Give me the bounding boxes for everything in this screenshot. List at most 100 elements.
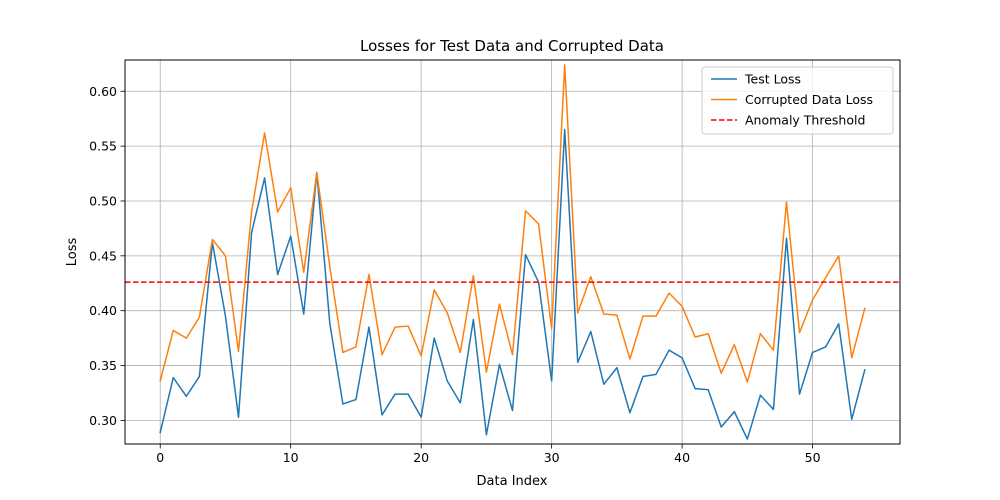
data-point [811,299,814,301]
data-point [485,371,488,373]
data-point [811,351,814,353]
data-point [264,177,266,179]
data-point [211,238,214,240]
data-point [420,416,422,418]
data-point [159,431,161,434]
grid-lines [125,60,900,444]
data-point [355,346,357,348]
x-tick-label: 0 [156,450,164,465]
data-point [694,387,696,390]
y-tick-label: 0.35 [89,358,117,373]
data-point [172,377,174,379]
data-point [772,408,775,411]
series-lines [125,64,900,440]
data-point [198,375,200,378]
data-point [603,383,605,385]
y-tick-label: 0.30 [89,413,117,428]
data-point [720,426,722,428]
data-point [564,129,566,131]
data-point [368,273,370,276]
data-point [851,418,853,420]
data-point [277,273,279,276]
data-point [303,271,305,273]
data-point [629,358,631,360]
data-point [838,323,840,325]
data-point [577,361,579,363]
y-axis-ticks: 0.30 0.35 0.40 0.45 0.50 0.55 0.60 [89,84,125,428]
data-point [159,380,161,382]
data-point [746,381,748,383]
data-point [329,266,331,268]
y-tick-label: 0.40 [89,303,117,318]
data-point [433,337,435,339]
data-point [250,211,253,213]
data-point [616,367,618,369]
data-point [264,132,266,134]
data-point [720,372,722,374]
legend-label: Test Loss [744,72,801,87]
data-point [185,395,187,397]
data-point [551,380,553,382]
data-point [655,373,657,375]
data-point [642,375,644,378]
y-tick-label: 0.50 [89,193,117,208]
data-point [381,414,383,416]
data-point [420,355,422,357]
data-point [864,307,866,310]
data-point [472,274,474,277]
legend-label: Anomaly Threshold [745,113,865,128]
data-point [564,64,566,66]
data-point [798,332,801,334]
data-point [838,255,840,257]
y-tick-label: 0.60 [89,84,117,99]
data-point [668,349,670,351]
data-point [224,255,227,257]
data-point [407,393,409,395]
data-point [603,313,605,315]
x-tick-label: 20 [413,450,429,465]
data-point [864,369,866,371]
data-point [577,312,579,314]
data-point [746,438,748,440]
legend-frame [701,66,894,135]
data-point [668,292,670,294]
data-point [707,389,709,391]
data-point [733,344,735,346]
data-point [198,316,200,318]
x-tick-label: 40 [674,450,690,465]
data-point [185,337,187,339]
data-point [329,323,331,325]
data-point [446,312,448,314]
data-point [851,357,853,359]
data-point [303,313,305,315]
data-point [394,326,396,328]
data-point [433,289,435,291]
data-point [485,434,488,436]
data-point [616,314,618,316]
legend-label: Corrupted Data Loss [745,92,873,107]
data-point [681,357,683,359]
x-axis-ticks: 0 10 20 30 40 50 [156,444,821,465]
legend: Test Loss Corrupted Data Loss Anomaly Thre… [701,66,894,135]
data-point [224,315,227,317]
data-point [394,393,396,395]
plot-area-frame [124,59,901,445]
data-point [342,403,344,405]
data-point [407,325,409,327]
data-point [655,315,657,317]
data-point [759,394,762,396]
data-point [498,363,501,366]
data-point [798,393,801,395]
x-tick-label: 50 [805,450,821,465]
x-axis-label: Data Index [477,474,548,489]
data-point [498,303,501,305]
data-point [472,318,474,321]
data-point [681,305,683,307]
data-point [237,416,240,418]
x-tick-label: 10 [283,450,299,465]
data-point [785,201,788,203]
data-point [290,187,292,189]
y-tick-label: 0.45 [89,248,117,263]
data-point [446,380,448,382]
data-point [629,412,631,414]
